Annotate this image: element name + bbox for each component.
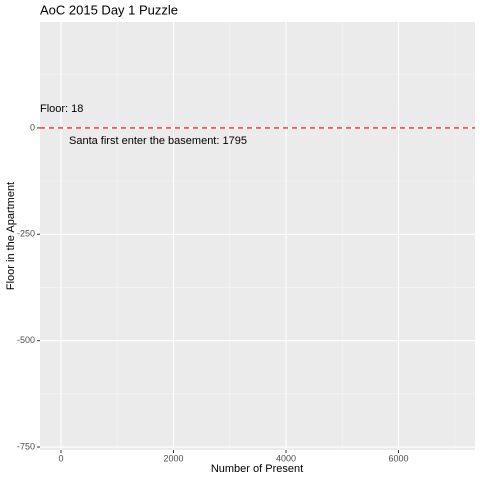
annotation: Santa first enter the basement: 1795	[69, 135, 247, 147]
x-tick-label: 4000	[276, 453, 296, 463]
x-tick-label: 0	[58, 453, 63, 463]
chart-title: AoC 2015 Day 1 Puzzle	[40, 2, 178, 17]
x-tick-label: 2000	[163, 453, 183, 463]
x-axis-label: Number of Present	[211, 463, 303, 475]
y-tick-label: -500	[17, 335, 35, 345]
y-tick-label: -250	[17, 229, 35, 239]
plot-panel	[40, 22, 475, 450]
x-tick-label: 6000	[388, 453, 408, 463]
annotation: Floor: 18	[40, 103, 83, 115]
y-axis-label: Floor in the Apartment	[5, 182, 17, 290]
y-tick-label: -750	[17, 441, 35, 451]
y-tick-label: 0	[30, 122, 35, 132]
